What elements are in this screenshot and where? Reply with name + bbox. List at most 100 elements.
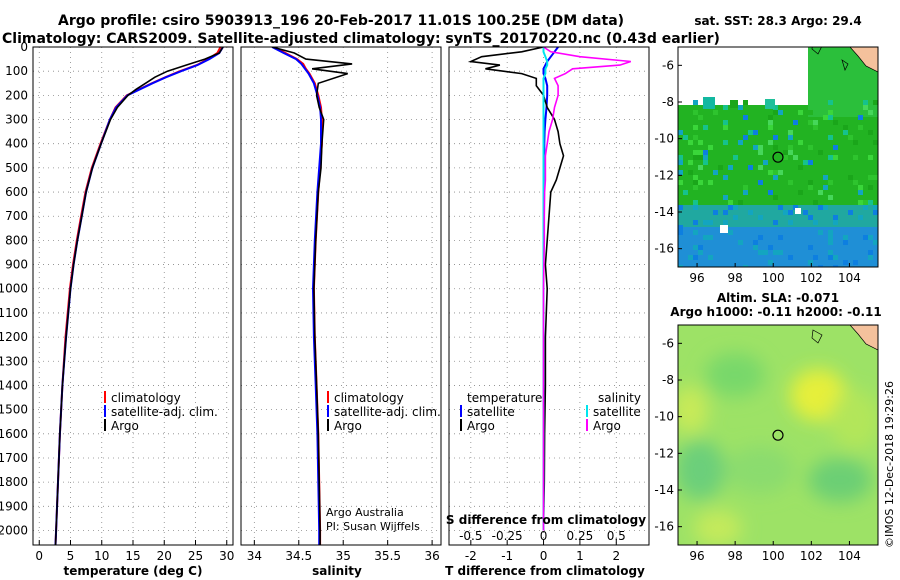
sst-pixel <box>788 135 793 140</box>
sst-pixel <box>868 200 873 205</box>
sst-pixel <box>873 100 878 105</box>
y-tick-label: 800 <box>5 233 28 247</box>
sst-pixel <box>758 180 763 185</box>
sst-pixel <box>843 130 848 135</box>
map-x-tick-label: 102 <box>800 271 823 285</box>
sst-pixel <box>698 165 703 170</box>
map-x-tick-label: 100 <box>762 271 785 285</box>
sst-pixel <box>828 110 833 115</box>
y-tick-label: 1700 <box>0 451 28 465</box>
x-tick-label: 15 <box>125 549 140 563</box>
imos-credit: ©IMOS 12-Dec-2018 19:29:26 <box>883 381 896 548</box>
difference-grid <box>449 47 649 545</box>
sst-pixel <box>728 200 733 205</box>
sst-pixel-block <box>703 97 715 109</box>
sst-pixel <box>783 185 788 190</box>
map-y-tick-label: -12 <box>654 446 674 460</box>
y-tick-label: 1200 <box>0 330 28 344</box>
sst-pixel <box>848 210 853 215</box>
sst-pixel <box>728 230 733 235</box>
sst-pixel <box>748 130 753 135</box>
y-tick-label: 1800 <box>0 475 28 489</box>
y-tick-label: 1600 <box>0 427 28 441</box>
sst-pixel <box>678 230 683 235</box>
secondary-tick-label: -0.5 <box>459 529 482 543</box>
sst-pixel <box>823 205 828 210</box>
x-tick-label: 25 <box>188 549 203 563</box>
map-x-tick-label: 104 <box>838 549 861 563</box>
sst-pixel <box>833 145 838 150</box>
series-line-argo <box>54 47 224 545</box>
sst-pixel <box>768 185 773 190</box>
sst-pixel <box>783 210 788 215</box>
sst-pixel <box>678 155 683 160</box>
map-y-tick-label: -16 <box>654 242 674 256</box>
sst-pixel <box>743 185 748 190</box>
legend-satellite-label: satellite-adj. clim. <box>334 405 441 419</box>
sst-pixel <box>698 115 703 120</box>
secondary-xlabel: S difference from climatology <box>446 513 646 527</box>
sst-pixel <box>783 155 788 160</box>
sst-pixel <box>748 165 753 170</box>
sst-pixel <box>773 250 778 255</box>
sst-pixel <box>798 190 803 195</box>
sst-pixel <box>688 140 693 145</box>
sst-pixel <box>703 155 708 160</box>
sst-pixel <box>753 240 758 245</box>
sst-pixel <box>698 175 703 180</box>
map-x-tick-label: 98 <box>728 271 743 285</box>
sst-pixel <box>678 180 683 185</box>
temperature-tick-labels: 0 5 10 15 20 25 30 <box>35 549 234 563</box>
sst-pixel <box>868 110 873 115</box>
map-x-tick-label: 102 <box>800 549 823 563</box>
sst-pixel <box>758 150 763 155</box>
y-tick-label: 1500 <box>0 403 28 417</box>
sst-pixel <box>693 220 698 225</box>
sst-pixel <box>818 265 823 267</box>
y-tick-label: 1000 <box>0 282 28 296</box>
sst-pixel <box>828 135 833 140</box>
map-y-tick-label: -8 <box>662 373 674 387</box>
sst-pixel <box>828 180 833 185</box>
y-tick-label: 400 <box>5 137 28 151</box>
sst-pixel <box>828 250 833 255</box>
sst-pixel <box>713 210 718 215</box>
sst-pixel <box>698 180 703 185</box>
sst-pixel <box>763 250 768 255</box>
sst-pixel <box>813 125 818 130</box>
sst-pixel <box>693 125 698 130</box>
x-tick-label: -2 <box>465 549 477 563</box>
sst-pixel <box>828 115 833 120</box>
sst-pixel <box>698 155 703 160</box>
legend-satellite-label: satellite-adj. clim. <box>111 405 218 419</box>
sst-pixel <box>758 215 763 220</box>
y-tick-label: 1400 <box>0 378 28 392</box>
sst-pixel <box>788 130 793 135</box>
map-y-tick-label: -12 <box>654 168 674 182</box>
sst-pixel <box>763 115 768 120</box>
depth-tick-labels: 0 100 200 300 400 500 600 700 800 900 1000 1100 1200… <box>0 40 28 537</box>
sst-pixel <box>758 235 763 240</box>
legend-sal-satellite-label: satellite <box>593 405 641 419</box>
sst-pixel <box>753 245 758 250</box>
sst-pixel <box>758 145 763 150</box>
sst-pixel <box>688 170 693 175</box>
sla-argo-marker <box>772 429 784 441</box>
sst-pixel <box>693 200 698 205</box>
sst-pixel <box>868 185 873 190</box>
sst-pixel <box>693 155 698 160</box>
sst-pixel <box>798 110 803 115</box>
sst-pixel <box>703 220 708 225</box>
salinity-axes-frame <box>240 46 442 546</box>
sst-pixel <box>833 215 838 220</box>
sst-pixel <box>788 145 793 150</box>
sst-pixel <box>853 155 858 160</box>
sst-pixel <box>808 110 813 115</box>
sst-pixel <box>788 220 793 225</box>
sst-pixel <box>808 215 813 220</box>
figure-title-line2: Climatology: CARS2009. Satellite-adjuste… <box>2 31 720 47</box>
temperature-panel: 0100200300400500600700800900100011001200… <box>0 40 234 578</box>
sst-pixel <box>868 255 873 260</box>
sst-pixel <box>793 205 798 210</box>
sst-pixel <box>688 160 693 165</box>
